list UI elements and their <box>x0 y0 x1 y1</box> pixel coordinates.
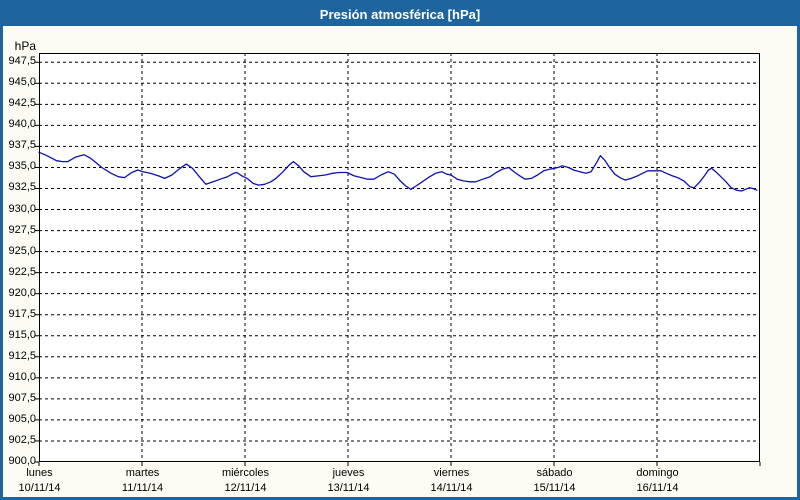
pressure-line <box>38 151 758 192</box>
plot-background <box>39 53 760 462</box>
day-name: martes <box>125 467 160 479</box>
x-day-label: miércoles 12/11/14 <box>194 466 298 496</box>
x-day-label: martes 11/11/14 <box>91 466 195 496</box>
day-date: 13/11/14 <box>327 482 370 494</box>
x-day-label: jueves 13/11/14 <box>297 466 401 496</box>
y-tick-label: 902,5 <box>8 433 36 446</box>
pressure-chart: hPa 947,5 945,0 942,5 940,0 937,5 935,0 932,5 9… <box>3 3 797 497</box>
y-tick-label: 937,5 <box>8 139 36 152</box>
y-tick-label: 922,5 <box>8 265 36 278</box>
day-date: 10/11/14 <box>18 482 61 494</box>
plot-area <box>35 53 761 466</box>
y-tick-label: 935,0 <box>8 160 36 173</box>
y-tick-label: 912,5 <box>8 349 36 362</box>
y-tick-label: 900,0 <box>8 455 36 467</box>
day-name: miércoles <box>221 467 270 479</box>
y-tick-label: 907,5 <box>8 391 36 404</box>
y-tick-label: 917,5 <box>8 307 36 320</box>
day-name: jueves <box>332 467 365 479</box>
y-tick-label: 947,5 <box>8 55 36 68</box>
day-name: viernes <box>433 467 470 479</box>
day-date: 11/11/14 <box>121 482 164 494</box>
y-tick-label: 942,5 <box>8 97 36 110</box>
plot-border <box>39 53 760 462</box>
x-day-label: viernes 14/11/14 <box>400 466 504 496</box>
y-tick-label: 940,0 <box>8 118 36 131</box>
x-day-label: sábado 15/11/14 <box>503 466 607 496</box>
y-tick-label: 910,0 <box>8 370 36 383</box>
y-tick-label: 915,0 <box>8 328 36 341</box>
y-tick-label: 920,0 <box>8 286 36 299</box>
chart-title: Presión atmosférica [hPa] <box>319 7 481 22</box>
day-name: domingo <box>636 467 679 479</box>
y-axis-unit-label: hPa <box>14 39 36 53</box>
chart-title-bar: Presión atmosférica [hPa] <box>3 3 797 26</box>
day-date: 16/11/14 <box>636 482 679 494</box>
x-day-label: lunes 10/11/14 <box>3 466 92 496</box>
y-tick-label: 905,0 <box>8 412 36 425</box>
x-day-label: domingo 16/11/14 <box>606 466 710 496</box>
y-tick-label: 925,0 <box>8 244 36 257</box>
day-date: 15/11/14 <box>533 482 576 494</box>
day-date: 12/11/14 <box>224 482 267 494</box>
y-tick-label: 930,0 <box>8 202 36 215</box>
day-name: sábado <box>536 467 573 479</box>
y-tick-label: 945,0 <box>8 76 36 89</box>
day-date: 14/11/14 <box>430 482 473 494</box>
y-tick-label: 927,5 <box>8 223 36 236</box>
day-name: lunes <box>26 467 53 479</box>
y-tick-label: 932,5 <box>8 181 36 194</box>
